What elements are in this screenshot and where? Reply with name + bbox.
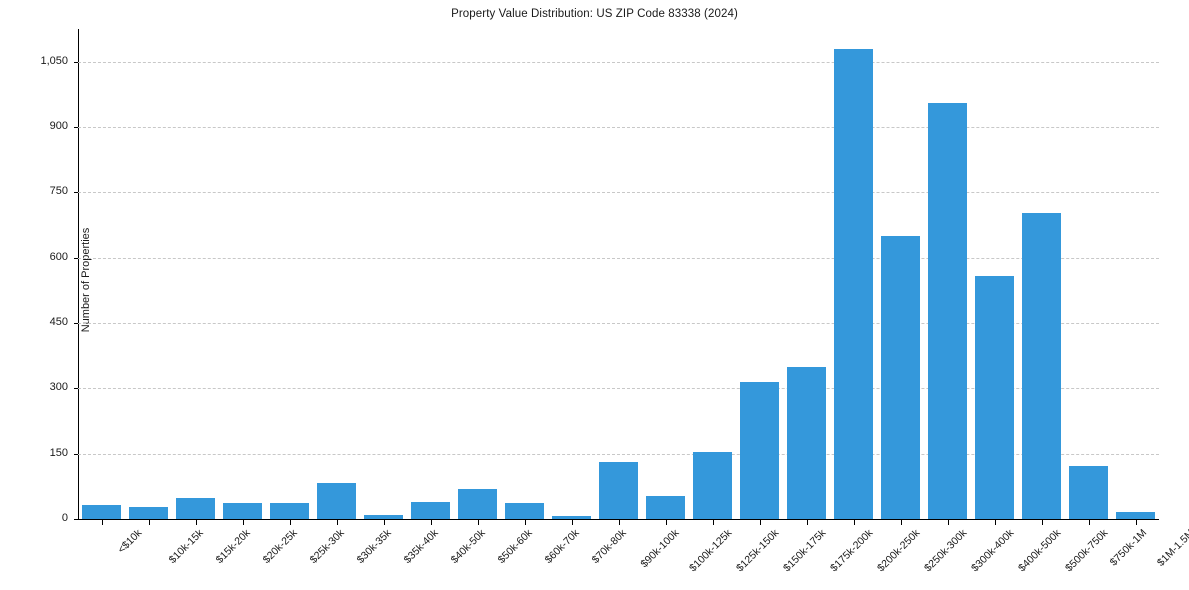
y-tick-label: 750 xyxy=(49,185,68,198)
bar[interactable] xyxy=(1022,212,1061,519)
y-tick-label: 600 xyxy=(49,250,68,263)
y-tick-mark xyxy=(74,257,78,259)
y-tick-label: 1,050 xyxy=(40,54,68,67)
x-tick-mark xyxy=(336,520,338,525)
x-tick-label: <$10k xyxy=(114,527,144,556)
bar[interactable] xyxy=(82,504,121,519)
x-tick-mark xyxy=(806,520,808,525)
x-tick-mark xyxy=(524,520,526,525)
x-tick-mark xyxy=(1041,520,1043,525)
bar[interactable] xyxy=(1069,465,1108,519)
bar[interactable] xyxy=(458,489,497,519)
y-tick-mark xyxy=(74,192,78,194)
bar[interactable] xyxy=(364,515,403,519)
gridline xyxy=(78,257,1159,259)
y-tick-mark xyxy=(74,519,78,520)
bar[interactable] xyxy=(270,503,309,519)
chart-title: Property Value Distribution: US ZIP Code… xyxy=(451,8,738,20)
x-tick-label: $40k-50k xyxy=(448,527,488,567)
x-tick-mark xyxy=(712,520,714,525)
y-tick-label: 300 xyxy=(49,381,68,394)
x-tick-mark xyxy=(148,520,150,525)
gridline xyxy=(78,192,1159,194)
bar[interactable] xyxy=(505,503,544,519)
bar[interactable] xyxy=(646,495,685,519)
y-tick-label: 0 xyxy=(61,512,68,524)
x-tick-mark xyxy=(383,520,385,525)
x-tick-mark xyxy=(1135,520,1137,525)
x-tick-label: $25k-30k xyxy=(307,527,347,567)
x-tick-mark xyxy=(289,520,291,525)
gridline xyxy=(78,127,1159,128)
y-tick-mark xyxy=(74,61,78,63)
bar[interactable] xyxy=(834,48,873,519)
y-tick-label: 450 xyxy=(49,316,68,328)
bar[interactable] xyxy=(975,276,1014,519)
x-tick-label: $175k-200k xyxy=(827,527,875,575)
x-tick-label: $10k-15k xyxy=(166,527,206,567)
x-tick-label: $750k-1M xyxy=(1107,527,1149,569)
x-tick-mark xyxy=(242,520,244,525)
bar[interactable] xyxy=(552,515,591,519)
bar-series xyxy=(78,29,1159,519)
x-tick-label: $70k-80k xyxy=(589,527,629,567)
x-tick-label: $15k-20k xyxy=(213,527,253,567)
gridline xyxy=(78,323,1159,324)
y-tick-label: 150 xyxy=(49,446,68,459)
bar[interactable] xyxy=(317,483,356,519)
x-tick-mark xyxy=(947,520,949,525)
x-tick-mark xyxy=(571,520,573,525)
x-tick-label: $30k-35k xyxy=(354,527,394,567)
y-tick-mark xyxy=(74,453,78,455)
bar[interactable] xyxy=(787,367,826,519)
bar[interactable] xyxy=(693,452,732,519)
x-tick-label: $500k-750k xyxy=(1062,527,1110,575)
x-tick-mark xyxy=(618,520,620,525)
bar[interactable] xyxy=(928,103,967,519)
x-tick-label: $300k-400k xyxy=(968,527,1016,575)
x-tick-label: $60k-70k xyxy=(542,527,582,567)
x-tick-mark xyxy=(1088,520,1090,525)
x-tick-label: $125k-150k xyxy=(733,527,781,575)
bar[interactable] xyxy=(599,461,638,519)
x-tick-mark xyxy=(900,520,902,525)
bar[interactable] xyxy=(411,502,450,519)
y-tick-mark xyxy=(74,388,78,390)
bar[interactable] xyxy=(129,507,168,519)
x-tick-mark xyxy=(195,520,197,525)
bar[interactable] xyxy=(223,503,262,519)
x-tick-mark xyxy=(430,520,432,525)
gridline xyxy=(78,453,1159,455)
x-tick-mark xyxy=(853,520,855,525)
y-axis-spine xyxy=(78,29,79,520)
x-tick-mark xyxy=(477,520,479,525)
bar[interactable] xyxy=(740,382,779,519)
x-tick-label: $150k-175k xyxy=(780,527,828,575)
x-tick-label: $250k-300k xyxy=(921,527,969,575)
bar[interactable] xyxy=(881,235,920,519)
y-tick-label: 900 xyxy=(49,120,68,132)
bar[interactable] xyxy=(1116,512,1155,519)
x-tick-label: $20k-25k xyxy=(260,527,300,567)
plot-area: Number of Properties 0 150 300 450 600 750 900… xyxy=(40,29,1159,524)
x-tick-mark xyxy=(994,520,996,525)
x-tick-label: $200k-250k xyxy=(874,527,922,575)
gridline xyxy=(78,61,1159,63)
x-tick-label: $1M-1.5M xyxy=(1154,527,1189,569)
bar[interactable] xyxy=(176,498,215,519)
y-tick-mark xyxy=(74,127,78,128)
gridline xyxy=(78,388,1159,390)
y-tick-mark xyxy=(74,323,78,324)
x-tick-label: $50k-60k xyxy=(495,527,535,567)
x-tick-mark xyxy=(101,520,103,525)
x-tick-label: $100k-125k xyxy=(686,527,734,575)
x-axis-spine xyxy=(78,519,1159,521)
x-tick-label: $400k-500k xyxy=(1015,527,1063,575)
x-tick-mark xyxy=(665,520,667,525)
x-tick-mark xyxy=(759,520,761,525)
x-tick-label: $90k-100k xyxy=(637,527,682,571)
x-tick-label: $35k-40k xyxy=(401,527,441,567)
